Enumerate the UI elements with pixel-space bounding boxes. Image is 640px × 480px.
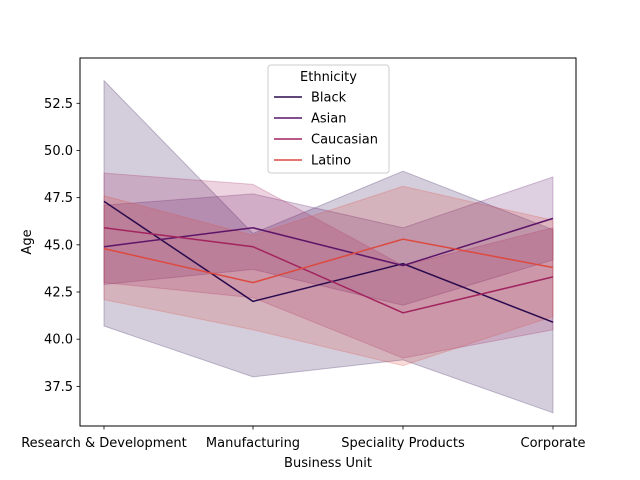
y-tick-label: 37.5 xyxy=(44,380,73,395)
legend: Ethnicity Black Asian Caucasian Latino xyxy=(267,64,390,174)
legend-box xyxy=(267,64,390,174)
ci-band-asian xyxy=(103,176,554,306)
series-line-latino xyxy=(103,238,554,284)
legend-label-black: Black xyxy=(311,91,347,106)
series-line-caucasian xyxy=(103,227,554,314)
y-axis-title: Age xyxy=(20,229,35,254)
series-lines xyxy=(103,200,554,323)
plot-frame xyxy=(79,57,577,427)
ci-band-caucasian xyxy=(103,172,554,359)
x-tick-label: Research & Development xyxy=(21,436,187,451)
y-tick-label: 42.5 xyxy=(44,286,73,301)
x-tick-label: Manufacturing xyxy=(206,436,300,451)
y-tick-label: 40.0 xyxy=(44,333,73,348)
series-line-black xyxy=(103,200,554,323)
y-tick-label: 52.5 xyxy=(44,97,73,112)
legend-label-asian: Asian xyxy=(311,112,346,127)
y-axis: 37.5 40.0 42.5 45.0 47.5 50.0 52.5 xyxy=(44,97,80,395)
y-tick-label: 47.5 xyxy=(44,191,73,206)
y-tick-label: 45.0 xyxy=(44,238,73,253)
x-tick-label: Speciality Products xyxy=(341,436,465,451)
legend-label-caucasian: Caucasian xyxy=(311,133,378,148)
legend-title: Ethnicity xyxy=(300,70,357,85)
x-tick-label: Corporate xyxy=(521,436,586,451)
x-axis: Research & Development Manufacturing Speci… xyxy=(21,426,586,451)
y-tick-label: 50.0 xyxy=(44,144,73,159)
ci-band-latino xyxy=(103,185,554,367)
legend-label-latino: Latino xyxy=(311,154,351,169)
x-axis-title: Business Unit xyxy=(284,456,372,471)
